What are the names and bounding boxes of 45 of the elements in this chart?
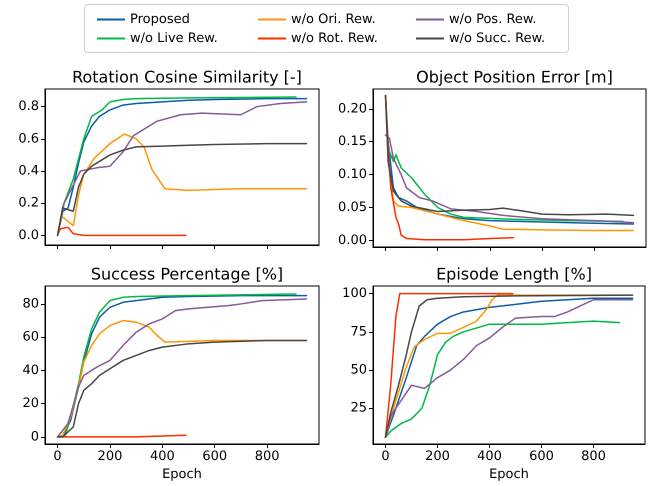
legend-label: w/o Succ. Rew.: [449, 31, 546, 46]
x-tick-label: 200: [98, 449, 122, 464]
x-tick-label: 400: [477, 449, 502, 464]
y-tick-label: 0.20: [338, 101, 367, 116]
x-tick-label: 600: [202, 449, 228, 464]
legend-label: w/o Ori. Rew.: [291, 12, 376, 27]
x-tick-label: 0: [381, 449, 390, 464]
x-tick-label: 0: [53, 449, 62, 464]
chart-title: Object Position Error [m]: [416, 68, 613, 86]
line-series: [56, 340, 308, 438]
y-tick-label: 25: [350, 400, 367, 416]
y-tick-label: 0.0: [18, 228, 39, 243]
chart-title: Rotation Cosine Similarity [-]: [72, 68, 302, 86]
legend-label: Proposed: [130, 12, 190, 27]
legend-label: w/o Rot. Rew.: [291, 31, 378, 46]
x-axis-title: Epoch: [162, 466, 202, 482]
x-tick-label: 200: [425, 449, 450, 464]
x-tick-label: 400: [150, 449, 175, 464]
x-tick-label: 800: [254, 449, 280, 464]
x-tick-label: 600: [529, 449, 554, 464]
y-tick-label: 20: [22, 396, 39, 412]
chart-title: Success Percentage [%]: [90, 264, 284, 284]
y-tick-label: 50: [350, 362, 367, 378]
line-series: [384, 320, 620, 438]
y-tick-label: 40: [22, 362, 39, 378]
line-series: [56, 226, 187, 236]
y-tick-label: 75: [350, 324, 367, 340]
y-tick-label: 0.10: [338, 167, 367, 182]
chart-title: Episode Length [%]: [436, 264, 592, 284]
y-tick-label: 100: [342, 286, 367, 302]
x-tick-label: 800: [581, 449, 606, 464]
y-tick-label: 0.05: [338, 200, 367, 215]
legend-label: w/o Live Rew.: [130, 31, 218, 46]
y-tick-label: 0.4: [18, 164, 39, 179]
y-tick-label: 80: [22, 296, 39, 312]
y-tick-label: 0.00: [338, 232, 367, 248]
line-series: [384, 134, 634, 224]
y-tick-label: 60: [22, 330, 39, 345]
y-tick-label: 0.15: [338, 134, 367, 150]
x-axis-title: Epoch: [489, 466, 529, 482]
y-tick-label: 0.2: [18, 196, 39, 211]
legend-label: w/o Pos. Rew.: [449, 12, 536, 27]
y-tick-label: 0.6: [18, 131, 39, 146]
y-tick-label: 0: [30, 429, 39, 444]
y-tick-label: 0.8: [18, 99, 39, 114]
